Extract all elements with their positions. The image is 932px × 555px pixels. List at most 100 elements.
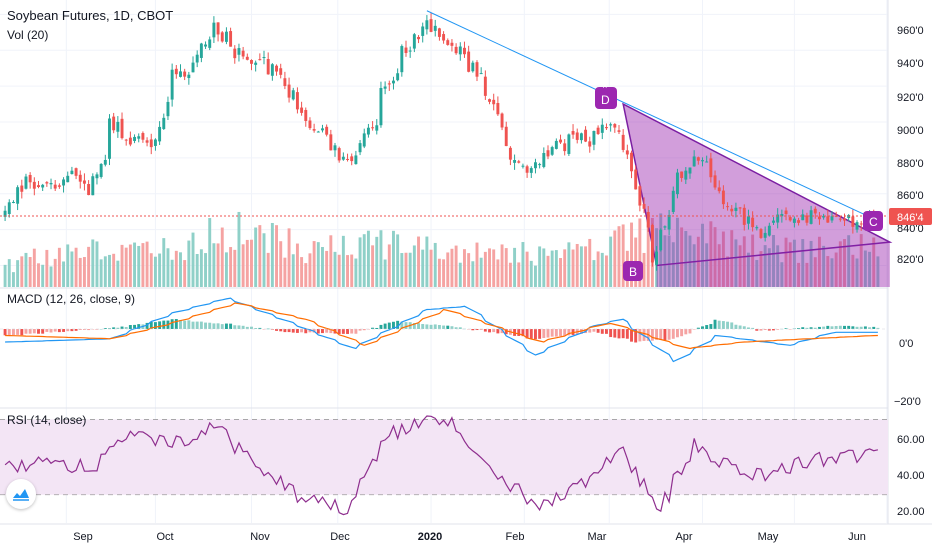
volume-bar xyxy=(224,252,228,287)
volume-bar xyxy=(746,252,750,287)
macd-histogram-bar xyxy=(174,319,178,329)
candle-body xyxy=(133,136,137,141)
macd-histogram-bar xyxy=(429,324,433,329)
macd-histogram-bar xyxy=(655,329,659,340)
volume-bar xyxy=(521,242,525,287)
tradingview-logo-icon[interactable] xyxy=(6,479,36,509)
candle-body xyxy=(103,159,107,165)
rsi-line xyxy=(4,415,879,516)
macd-histogram-bar xyxy=(830,326,834,329)
macd-histogram-bar xyxy=(145,322,149,329)
volume-bar xyxy=(412,245,416,287)
candle-body xyxy=(49,182,53,185)
macd-histogram-bar xyxy=(20,329,24,336)
volume-bar xyxy=(245,239,249,287)
candle-body xyxy=(412,34,416,49)
volume-bar xyxy=(872,237,876,287)
volume-bar xyxy=(421,249,425,287)
volume-bar xyxy=(179,252,182,287)
macd-histogram-bar xyxy=(863,326,867,329)
candle-body xyxy=(513,160,517,163)
volume-bar xyxy=(387,244,391,287)
volume-bar xyxy=(108,254,111,287)
volume-bar xyxy=(183,260,187,287)
candle-body xyxy=(279,68,283,75)
macd-histogram-bar xyxy=(538,329,542,339)
macd-histogram-bar xyxy=(546,329,550,338)
macd-histogram-bar xyxy=(216,323,220,329)
volume-bar xyxy=(863,250,867,287)
volume-bar xyxy=(613,230,617,287)
candle-body xyxy=(325,126,329,135)
rsi-layer xyxy=(4,415,879,516)
price-tick: 880'0 xyxy=(897,158,924,170)
volume-bar xyxy=(11,272,15,287)
svg-text:^: ^ xyxy=(603,84,607,93)
macd-histogram-bar xyxy=(797,328,801,329)
macd-histogram-bar xyxy=(162,320,166,329)
candle-body xyxy=(751,217,755,228)
volume-bar xyxy=(112,253,116,287)
volume-bar xyxy=(82,257,86,287)
macd-histogram-bar xyxy=(295,329,299,333)
candle-body xyxy=(613,124,617,128)
macd-histogram-bar xyxy=(16,329,20,335)
candle-body xyxy=(730,208,734,212)
candle-body xyxy=(262,57,266,59)
macd-histogram-bar xyxy=(550,329,554,337)
macd-histogram-bar xyxy=(730,322,734,329)
volume-bar xyxy=(701,223,704,287)
volume-bar xyxy=(621,224,625,287)
price-tick: 920'0 xyxy=(897,92,924,104)
volume-bar xyxy=(266,252,270,287)
last-price-badge: 846'4 xyxy=(889,208,932,225)
candle-body xyxy=(859,223,863,225)
candle-body xyxy=(45,182,49,184)
volume-bar xyxy=(145,241,149,287)
candle-body xyxy=(241,50,245,57)
macd-histogram-bar xyxy=(471,329,475,331)
volume-bar xyxy=(646,219,650,287)
macd-histogram-bar xyxy=(705,325,709,329)
volume-bar xyxy=(404,252,408,287)
macd-histogram-bar xyxy=(53,329,57,332)
candle-body xyxy=(621,134,625,150)
volume-bar xyxy=(3,264,7,287)
macd-histogram-bar xyxy=(362,329,366,331)
volume-bar xyxy=(755,260,759,287)
candle-body xyxy=(354,155,358,165)
candle-body xyxy=(483,76,487,96)
candle-body xyxy=(458,46,462,55)
macd-histogram-bar xyxy=(108,328,111,329)
volume-bar xyxy=(53,258,57,287)
volume-bar xyxy=(504,248,508,287)
candle-body xyxy=(813,208,817,214)
candle-body xyxy=(567,134,571,154)
candle-body xyxy=(847,214,851,219)
macd-histogram-bar xyxy=(843,325,846,329)
volume-bar xyxy=(24,252,28,287)
price-tick: 840'0 xyxy=(897,223,924,235)
macd-histogram-bar xyxy=(346,329,349,334)
macd-histogram-bar xyxy=(446,325,450,329)
volume-bar xyxy=(362,234,366,287)
candle-body xyxy=(229,31,233,47)
time-tick: Apr xyxy=(675,531,692,543)
candle-body xyxy=(776,214,780,223)
macd-histogram-bar xyxy=(124,326,128,329)
macd-histogram-bar xyxy=(137,324,141,329)
candle-body xyxy=(675,172,679,195)
volume-bar xyxy=(442,259,446,287)
volume-bar xyxy=(496,259,500,287)
macd-histogram-bar xyxy=(667,329,671,340)
volume-bar xyxy=(513,247,517,287)
volume-bar xyxy=(87,246,91,287)
candle-body xyxy=(66,175,70,183)
candle-body xyxy=(721,190,725,205)
candle-body xyxy=(596,127,600,135)
macd-histogram-bar xyxy=(442,325,446,329)
volume-bar xyxy=(575,243,579,287)
volume-bar xyxy=(792,239,796,287)
candle-body xyxy=(179,71,182,77)
